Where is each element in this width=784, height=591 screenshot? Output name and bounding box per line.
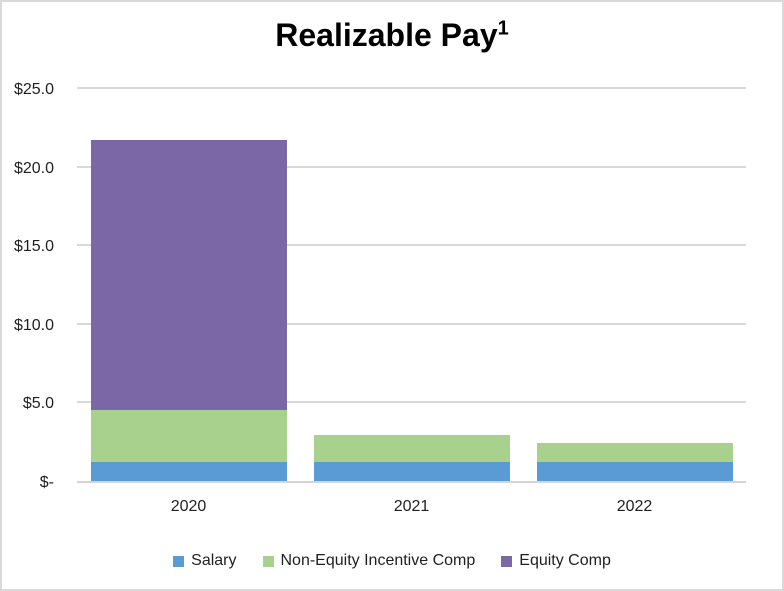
y-tick-label-5: $25.0	[13, 81, 54, 98]
bar-segment-2020-salary	[90, 462, 287, 481]
legend-item-non-equity-incentive-comp: Non-Equity Incentive Comp	[262, 552, 476, 570]
legend-marker-icon	[173, 555, 185, 567]
gridline-15	[77, 244, 746, 247]
chart-title: Realizable Pay1	[2, 16, 782, 54]
bar-stack-2022	[536, 88, 733, 481]
y-tick-label-3: $15.0	[13, 238, 54, 256]
legend-label: Salary	[191, 552, 237, 569]
legend-item-equity-comp: Equity Comp	[501, 552, 611, 570]
legend-marker-icon	[501, 555, 513, 567]
gridline-10	[77, 322, 746, 325]
y-tick-label-0: $-	[39, 474, 54, 491]
bar-segment-2022-salary	[536, 462, 733, 481]
bar-segment-2022-non-equity-incentive-comp	[536, 443, 733, 463]
bar-segment-2021-non-equity-incentive-comp	[313, 435, 510, 463]
bar-segment-2020-equity-comp	[90, 139, 287, 411]
gridline-5	[77, 401, 746, 404]
x-tick-label-2022: 2022	[616, 498, 653, 515]
legend-marker-icon	[262, 555, 274, 567]
y-tick-label-4: $20.0	[13, 159, 54, 177]
bar-segment-2020-non-equity-incentive-comp	[90, 410, 287, 463]
gridline-25	[77, 87, 746, 89]
bar-stack-2021	[313, 88, 510, 481]
y-tick-label-1: $5.0	[22, 395, 54, 413]
x-tick-label-2021: 2021	[393, 498, 430, 515]
y-tick-label-2: $10.0	[13, 316, 54, 334]
legend-label: Equity Comp	[519, 552, 611, 569]
plot-area	[77, 87, 746, 483]
gridline-20	[77, 165, 746, 168]
legend-label: Non-Equity Incentive Comp	[280, 552, 476, 569]
legend: Salary Non-Equity Incentive Comp Equity Co…	[2, 552, 782, 570]
chart-title-text: Realizable Pay	[275, 17, 498, 53]
bar-segment-2021-salary	[313, 462, 510, 481]
bar-stack-2020	[90, 88, 287, 481]
legend-item-salary: Salary	[173, 552, 237, 570]
x-tick-label-2020: 2020	[170, 498, 207, 515]
chart-title-superscript: 1	[497, 17, 509, 40]
